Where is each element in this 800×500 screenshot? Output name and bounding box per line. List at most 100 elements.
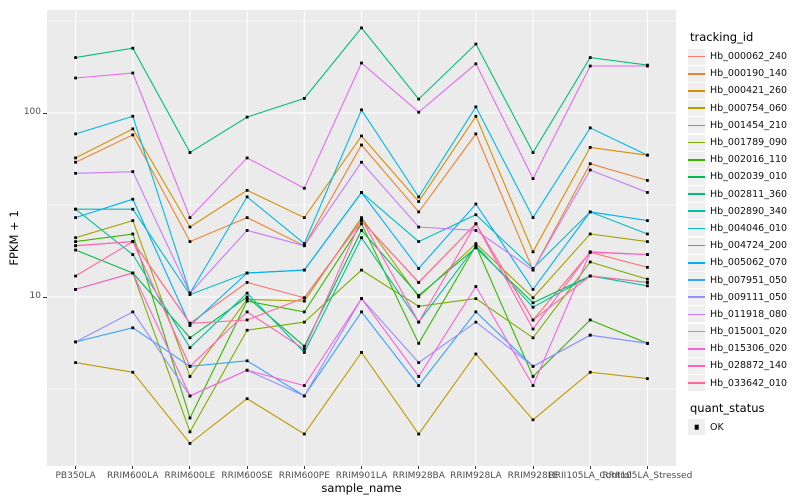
legend-entry-label: Hb_005062_070 — [710, 257, 788, 269]
legend-entry: Hb_005062_070 — [688, 254, 800, 271]
data-point — [131, 170, 135, 174]
data-point — [74, 361, 77, 365]
legend-key — [688, 375, 705, 392]
data-point — [588, 56, 592, 60]
data-point — [302, 347, 306, 351]
data-point — [474, 105, 478, 109]
legend-key — [688, 203, 705, 220]
data-point — [531, 301, 535, 305]
data-point — [474, 114, 478, 118]
data-point — [188, 324, 192, 327]
data-point — [74, 274, 77, 278]
data-point — [245, 195, 249, 199]
legend-entry: Hb_002016_110 — [688, 151, 800, 168]
x-tick — [303, 466, 305, 469]
data-point — [360, 26, 363, 30]
legend-key — [688, 272, 705, 289]
data-point — [360, 297, 363, 301]
data-point — [360, 268, 363, 272]
legend-entry-label: Hb_000062_240 — [710, 51, 788, 63]
data-point — [417, 304, 421, 308]
data-point — [417, 341, 421, 345]
x-tick — [75, 466, 77, 469]
legend-color-swatch — [688, 296, 705, 299]
data-point — [188, 225, 192, 229]
data-point — [531, 287, 535, 291]
data-point — [360, 219, 363, 223]
data-point — [646, 219, 649, 223]
data-point — [588, 168, 592, 172]
data-point — [360, 160, 363, 164]
data-point — [474, 352, 478, 356]
legend-entry-label: Hb_000754_060 — [710, 102, 788, 114]
legend-color-swatch — [688, 227, 705, 230]
legend-key — [688, 254, 705, 271]
data-point — [588, 274, 592, 278]
data-point — [474, 285, 478, 288]
y-axis-title: FPKM + 1 — [7, 210, 21, 266]
data-point — [588, 260, 592, 264]
data-point — [131, 240, 135, 244]
data-point — [302, 97, 306, 100]
data-point — [131, 232, 135, 236]
x-tick — [132, 466, 134, 469]
data-point — [474, 229, 478, 232]
legend-key — [688, 186, 705, 203]
data-point — [588, 370, 592, 374]
data-point — [245, 359, 249, 363]
data-point — [417, 210, 421, 214]
legend-color-swatch — [688, 279, 705, 281]
x-axis-title: sample_name — [321, 481, 402, 495]
legend-entry-label: Hb_011918_080 — [710, 308, 788, 320]
data-point — [474, 246, 478, 250]
data-point — [531, 305, 535, 309]
legend-key — [688, 340, 705, 357]
data-point — [417, 195, 421, 199]
data-point — [417, 361, 421, 365]
data-point — [417, 295, 421, 299]
data-point — [360, 310, 363, 314]
data-point — [531, 364, 535, 368]
data-point — [245, 156, 249, 160]
x-tick — [589, 466, 591, 469]
x-tick — [646, 466, 648, 469]
legend-color-swatch — [688, 313, 705, 316]
x-tick-label: RRIM600SE — [221, 471, 273, 481]
data-point — [531, 267, 535, 270]
data-point — [74, 160, 77, 164]
data-point — [188, 442, 192, 445]
data-point — [360, 350, 363, 354]
legend-entry-label: Hb_004724_200 — [710, 240, 788, 252]
data-point — [417, 110, 421, 114]
data-point — [245, 328, 249, 332]
data-point — [646, 341, 649, 345]
data-point — [245, 188, 249, 192]
x-tick-label: PB350LA — [55, 471, 96, 481]
data-point — [474, 310, 478, 314]
legend-quant-status: quant_status OK — [688, 401, 800, 436]
legend-entry: Hb_002811_360 — [688, 186, 800, 203]
x-tick-label: RRII105LA_Stressed — [602, 471, 693, 481]
data-point — [474, 244, 478, 248]
legend-key — [688, 117, 705, 134]
data-point — [74, 248, 77, 252]
legend-color-swatch — [688, 158, 705, 161]
data-point — [360, 143, 363, 147]
data-point — [360, 134, 363, 138]
data-point — [360, 216, 363, 220]
data-point — [302, 310, 306, 314]
y-tick — [43, 296, 47, 298]
data-point — [417, 294, 421, 297]
data-point — [302, 350, 306, 354]
legend-entry: Hb_004724_200 — [688, 237, 800, 254]
data-point — [302, 394, 306, 398]
legend-color-swatch — [688, 141, 705, 144]
legend-entry-label: Hb_002016_110 — [710, 154, 788, 166]
data-point — [588, 232, 592, 236]
legend-entry: Hb_001454_210 — [688, 117, 800, 134]
x-tick — [418, 466, 420, 469]
legend-key — [688, 220, 705, 237]
data-point — [360, 108, 363, 112]
legend-entry: Hb_000062_240 — [688, 48, 800, 65]
data-point — [417, 97, 421, 101]
